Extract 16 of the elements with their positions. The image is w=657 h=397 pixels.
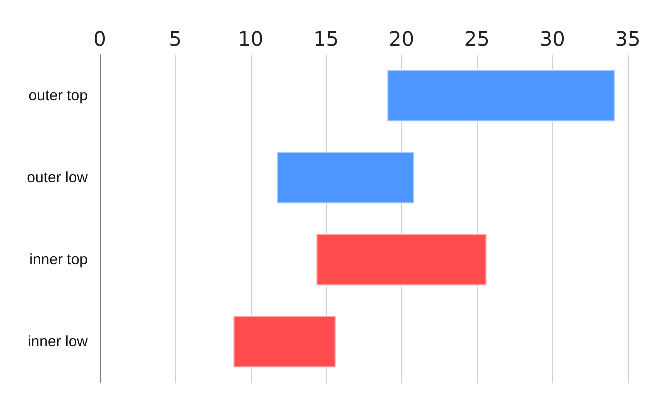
y-tick-label: inner low (28, 334, 88, 350)
y-tick-label: outer top (28, 88, 88, 104)
y-tick-label: outer low (27, 170, 88, 186)
x-tick-label: 35 (615, 27, 641, 51)
bar (316, 233, 488, 287)
x-tick-label: 5 (169, 27, 182, 51)
x-tick-label: 20 (388, 27, 414, 51)
x-tick-label: 10 (238, 27, 264, 51)
bar (232, 315, 337, 369)
bar (276, 151, 416, 205)
x-tick-label: 25 (464, 27, 490, 51)
x-tick-label: 15 (314, 27, 340, 51)
x-tick-label: 0 (94, 27, 106, 51)
bar (386, 69, 616, 123)
x-tick-label: 30 (540, 27, 566, 51)
y-tick-label: inner top (30, 252, 88, 268)
